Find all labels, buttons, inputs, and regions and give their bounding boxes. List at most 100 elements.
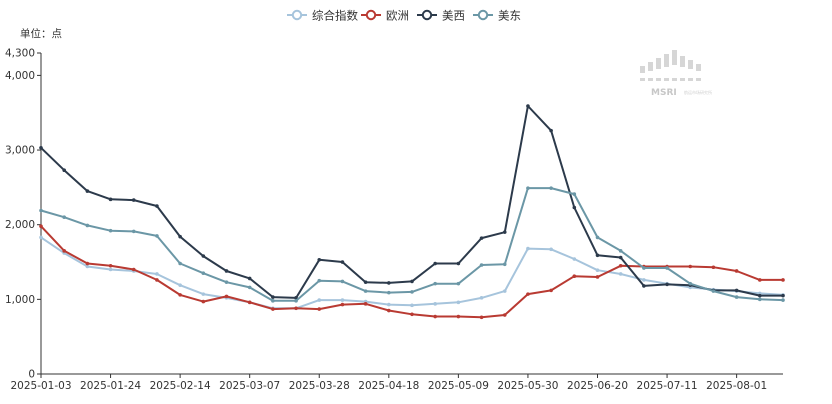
data-point xyxy=(178,283,182,287)
data-point xyxy=(479,296,484,300)
legend-swatch-marker xyxy=(291,9,303,21)
legend-label: 美东 xyxy=(498,9,521,23)
data-point xyxy=(201,292,206,296)
x-tick-label: 2025-07-11 xyxy=(637,380,698,392)
data-point xyxy=(340,298,345,302)
data-point xyxy=(479,236,484,240)
data-point xyxy=(224,269,229,273)
data-point xyxy=(178,234,182,239)
data-point xyxy=(433,314,437,319)
data-point xyxy=(502,313,507,317)
data-point xyxy=(108,228,113,233)
data-point xyxy=(595,235,600,240)
data-point xyxy=(85,264,90,269)
data-point xyxy=(549,247,553,252)
data-point xyxy=(340,279,345,284)
watermark-bar xyxy=(696,64,701,71)
data-point xyxy=(549,128,553,133)
y-tick-label: 0 xyxy=(28,369,35,381)
data-point xyxy=(363,280,368,284)
data-point xyxy=(39,235,43,240)
data-point xyxy=(618,255,623,260)
data-point xyxy=(595,275,600,279)
data-point xyxy=(317,298,322,302)
data-point xyxy=(781,293,785,298)
data-point xyxy=(294,306,298,311)
x-tick-label: 2025-03-07 xyxy=(219,380,280,392)
x-tick-label: 2025-06-20 xyxy=(567,380,628,392)
data-point xyxy=(572,274,577,279)
data-point xyxy=(387,281,391,285)
data-point xyxy=(479,263,484,267)
data-point xyxy=(433,261,437,266)
data-point xyxy=(549,186,553,190)
data-point xyxy=(711,265,716,270)
series-line xyxy=(40,105,783,299)
x-tick-label: 2025-04-18 xyxy=(358,380,419,392)
legend-item-1[interactable]: 欧洲 xyxy=(361,9,409,23)
series-1 xyxy=(39,224,785,320)
watermark-bar xyxy=(672,50,677,65)
legend-item-0[interactable]: 综合指数 xyxy=(287,9,358,23)
data-point xyxy=(62,249,66,253)
data-point xyxy=(502,262,507,267)
data-point xyxy=(340,302,345,307)
data-point xyxy=(363,302,368,306)
y-tick-label: 1,000 xyxy=(5,294,35,306)
data-point xyxy=(271,307,275,311)
watermark-subtext: 航运市场研究所 xyxy=(684,89,712,95)
watermark-bar xyxy=(648,62,653,71)
data-point xyxy=(758,297,762,302)
legend[interactable]: 综合指数 欧洲 美西 美东 xyxy=(287,9,521,23)
data-point xyxy=(433,302,437,306)
watermark-bar xyxy=(696,78,701,81)
data-point xyxy=(734,288,739,293)
watermark-bar xyxy=(680,56,685,67)
watermark-bar xyxy=(656,58,661,69)
data-point xyxy=(155,272,159,276)
data-point xyxy=(224,294,229,299)
data-point xyxy=(224,280,229,284)
data-point xyxy=(665,266,669,270)
data-point xyxy=(387,302,391,307)
legend-item-3[interactable]: 美东 xyxy=(473,9,521,23)
watermark-bar xyxy=(688,60,693,69)
legend-label: 欧洲 xyxy=(386,9,409,23)
data-point xyxy=(642,266,646,270)
data-point xyxy=(595,253,600,258)
data-point xyxy=(108,197,113,202)
data-point xyxy=(618,272,623,276)
data-point xyxy=(479,315,484,320)
data-point xyxy=(572,192,577,196)
data-point xyxy=(247,285,252,290)
y-tick-label: 4,300 xyxy=(5,48,35,60)
y-tick-label: 3,000 xyxy=(5,145,35,157)
legend-item-2[interactable]: 美西 xyxy=(417,9,465,23)
data-point xyxy=(39,146,43,150)
data-point xyxy=(688,264,693,269)
series-3 xyxy=(39,186,785,303)
data-point xyxy=(711,289,716,293)
data-point xyxy=(131,267,136,272)
data-point xyxy=(85,189,90,193)
data-point xyxy=(526,104,530,108)
data-point xyxy=(155,204,159,208)
data-point xyxy=(526,246,530,251)
data-point xyxy=(85,261,90,266)
data-point xyxy=(340,260,345,264)
legend-label: 美西 xyxy=(442,9,465,23)
series-2 xyxy=(39,104,785,300)
x-tick-label: 2025-05-30 xyxy=(497,380,558,392)
data-point xyxy=(131,229,136,234)
data-point xyxy=(410,290,414,294)
watermark-text: MSRI xyxy=(651,88,677,98)
data-point xyxy=(456,314,461,319)
data-point xyxy=(62,168,66,173)
data-point xyxy=(734,295,739,299)
data-point xyxy=(247,276,252,281)
data-point xyxy=(526,186,530,190)
legend-label: 综合指数 xyxy=(312,9,358,23)
data-point xyxy=(108,263,113,268)
watermark-bar xyxy=(664,54,669,67)
